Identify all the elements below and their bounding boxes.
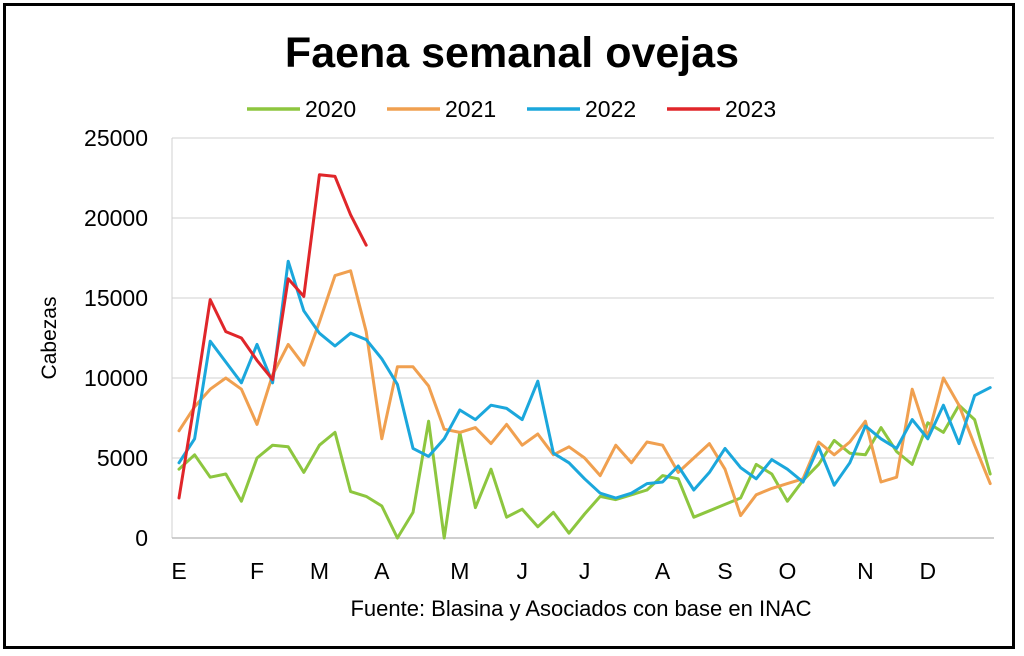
x-tick-label: O	[778, 558, 796, 584]
x-tick-label: J	[516, 558, 528, 584]
y-tick-label: 15000	[84, 285, 148, 311]
y-tick-label: 10000	[84, 365, 148, 391]
x-tick-label: N	[857, 558, 874, 584]
chart-title: Faena semanal ovejas	[285, 29, 739, 77]
legend-label-2023: 2023	[725, 96, 776, 122]
x-tick-label: A	[655, 558, 671, 584]
gridlines	[171, 137, 994, 539]
legend-label-2022: 2022	[585, 96, 636, 122]
y-tick-label: 25000	[84, 125, 148, 151]
x-tick-label: E	[171, 558, 186, 584]
series-line-2021	[177, 269, 992, 518]
y-tick-label: 5000	[97, 445, 148, 471]
series-line-2020	[177, 403, 992, 540]
y-tick-label: 0	[135, 525, 148, 551]
legend-label-2021: 2021	[445, 96, 496, 122]
legend-label-2020: 2020	[305, 96, 356, 122]
y-tick-label: 20000	[84, 205, 148, 231]
legend: 2020 2021 2022 2023	[247, 96, 776, 122]
series-line-2022	[177, 259, 992, 500]
x-tick-label: M	[450, 558, 469, 584]
series-line-2023	[177, 173, 368, 500]
x-tick-label: J	[579, 558, 591, 584]
x-tick-label: D	[919, 558, 936, 584]
x-tick-label: M	[310, 558, 329, 584]
x-tick-label: S	[717, 558, 732, 584]
x-tick-label: F	[250, 558, 264, 584]
x-tick-label: A	[374, 558, 390, 584]
y-axis-ticks: 0 5000 10000 15000 20000 25000	[84, 125, 148, 551]
series-lines	[177, 173, 992, 540]
source-note: Fuente: Blasina y Asociados con base en …	[350, 596, 811, 621]
y-axis-label: Cabezas	[38, 297, 61, 380]
